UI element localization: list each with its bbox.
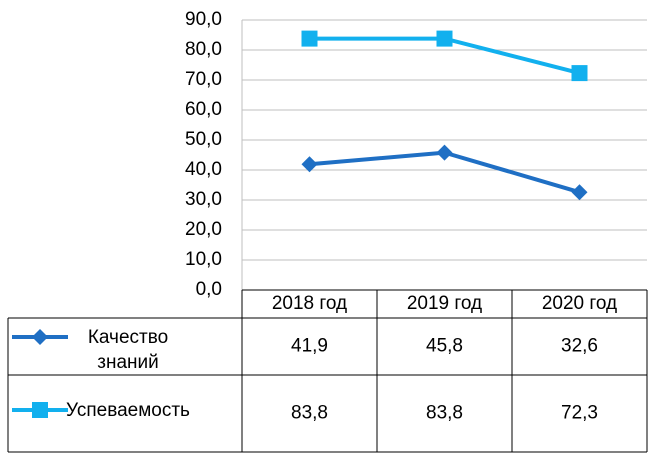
y-tick-label: 50,0 [185,129,222,150]
y-tick-label: 30,0 [185,189,222,210]
data-point [301,30,318,47]
data-point [301,156,318,173]
data-point [436,30,453,47]
value-label: 83,8 [291,403,328,424]
y-tick-label: 60,0 [185,99,222,120]
data-point [571,184,588,201]
x-tick-label: 2019 год [407,293,482,314]
x-tick-label: 2020 год [542,293,617,314]
value-label: 72,3 [561,403,598,424]
value-label: 83,8 [426,403,463,424]
y-tick-label: 70,0 [185,69,222,90]
y-tick-label: 90,0 [185,9,222,30]
legend-marker [32,402,48,418]
value-label: 45,8 [426,336,463,357]
data-point [571,65,588,82]
value-label: 41,9 [291,336,328,357]
value-label: 32,6 [561,336,598,357]
y-tick-label: 0,0 [196,279,222,300]
y-tick-label: 20,0 [185,219,222,240]
y-tick-label: 10,0 [185,249,222,270]
y-tick-label: 80,0 [185,39,222,60]
data-point [436,144,453,161]
legend-label: Успеваемость [66,400,190,421]
y-tick-label: 40,0 [185,159,222,180]
legend-label: Качество знаний [87,327,169,373]
x-tick-label: 2018 год [272,293,347,314]
legend-marker [32,329,48,345]
